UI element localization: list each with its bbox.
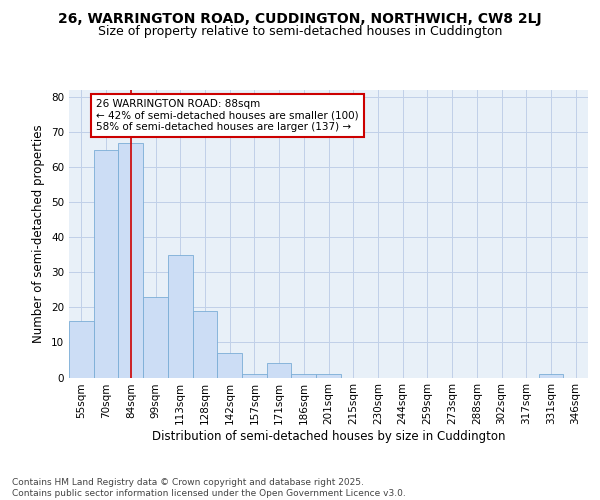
- Text: Contains HM Land Registry data © Crown copyright and database right 2025.
Contai: Contains HM Land Registry data © Crown c…: [12, 478, 406, 498]
- Text: Size of property relative to semi-detached houses in Cuddington: Size of property relative to semi-detach…: [98, 25, 502, 38]
- Bar: [316, 374, 341, 378]
- Y-axis label: Number of semi-detached properties: Number of semi-detached properties: [32, 124, 46, 343]
- Bar: [539, 374, 563, 378]
- Bar: [69, 322, 94, 378]
- Text: 26 WARRINGTON ROAD: 88sqm
← 42% of semi-detached houses are smaller (100)
58% of: 26 WARRINGTON ROAD: 88sqm ← 42% of semi-…: [96, 99, 359, 132]
- Bar: [242, 374, 267, 378]
- Bar: [168, 255, 193, 378]
- Text: 26, WARRINGTON ROAD, CUDDINGTON, NORTHWICH, CW8 2LJ: 26, WARRINGTON ROAD, CUDDINGTON, NORTHWI…: [58, 12, 542, 26]
- Bar: [267, 364, 292, 378]
- Bar: [217, 353, 242, 378]
- Bar: [193, 311, 217, 378]
- Bar: [118, 142, 143, 378]
- Bar: [143, 297, 168, 378]
- Bar: [94, 150, 118, 378]
- X-axis label: Distribution of semi-detached houses by size in Cuddington: Distribution of semi-detached houses by …: [152, 430, 505, 443]
- Bar: [292, 374, 316, 378]
